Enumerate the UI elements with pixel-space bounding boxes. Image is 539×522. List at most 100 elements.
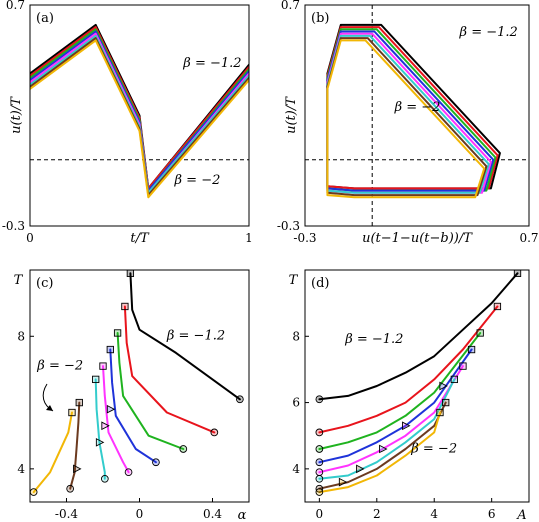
beta-annotation: β = −1.2 [182, 56, 241, 71]
marker-circle [179, 445, 188, 453]
x-axis-label: A [516, 508, 526, 522]
series-line-3 [116, 332, 185, 450]
series-line-8 [326, 39, 486, 199]
marker-square [493, 302, 502, 311]
beta-annotation: β = −1.2 [166, 329, 225, 344]
series-line-2 [318, 305, 499, 434]
panel-label: (b) [311, 11, 329, 26]
x-tick-label: 0 [26, 231, 34, 245]
panel-d: 0 2 4 6 4 6 8 (d) A Tβ = −1.2 β = −2 [289, 269, 530, 522]
marker-triangle [106, 404, 116, 414]
y-tick-label: 8 [17, 329, 25, 343]
series-line-4 [326, 30, 495, 192]
marker-square [436, 408, 444, 417]
y-axis-label: u(t)/T [9, 96, 24, 134]
panel-label: (d) [311, 276, 329, 291]
marker-circle [124, 468, 133, 477]
x-tick-label: 6 [488, 507, 496, 521]
panel-b: -0.3 0.7 0.7 -0.3 (b) u(t−1−u(t−b))/T u(t)/T β … [277, 0, 539, 246]
marker-triangle [73, 464, 82, 474]
y-tick-label: 6 [292, 396, 300, 410]
series-line-8 [318, 411, 441, 494]
marker-square [75, 398, 83, 407]
x-tick-label: -0.3 [293, 231, 316, 245]
series-line-8 [32, 411, 73, 494]
marker-triangle [379, 444, 388, 454]
panel-a: 0 1 0.7 -0.3 (a) t/T u(t)/T β = −1.2 β = −2 [2, 0, 253, 246]
series-line-6 [326, 34, 490, 194]
series-line-6 [318, 378, 456, 480]
series-group [318, 272, 519, 494]
panel-c: -0.4 0 0.4 4 8 (c) α Tβ = −1.2 β = −2 [14, 269, 250, 522]
marker-circle [236, 395, 244, 404]
x-tick-label: 4 [430, 507, 438, 521]
marker-circle [315, 474, 324, 483]
marker-triangle [439, 381, 448, 391]
y-tick-label: -0.3 [2, 219, 25, 233]
series-line-3 [318, 332, 482, 450]
series-line-5 [102, 365, 130, 474]
marker-circle [315, 458, 324, 467]
marker-triangle [402, 421, 411, 431]
marker-square [68, 408, 76, 417]
axes-frame [29, 269, 250, 503]
marker-square [442, 398, 450, 407]
series-line-8 [30, 39, 249, 199]
x-tick-label: 0.4 [203, 507, 222, 521]
marker-triangle [95, 438, 105, 447]
y-axis-label: T [289, 273, 299, 288]
series-line-4 [318, 348, 473, 464]
series-line-5 [318, 365, 464, 474]
series-line-7 [69, 401, 81, 490]
beta-annotation: β = −1.2 [459, 25, 518, 40]
beta-annotation: β = −2 [394, 100, 441, 115]
marker-square [126, 269, 135, 277]
y-axis-label: u(t)/T [284, 96, 299, 134]
x-tick-label: 0 [136, 507, 144, 521]
series-line-2 [326, 26, 499, 190]
x-axis-label: t/T [130, 231, 150, 246]
marker-square [106, 345, 114, 354]
x-axis-label: α [238, 508, 247, 522]
y-tick-label: 4 [292, 462, 300, 476]
marker-circle [100, 474, 109, 483]
beta-annotation: β = −2 [410, 441, 457, 456]
marker-square [459, 362, 467, 370]
marker-square [450, 375, 458, 384]
beta-annotation: β = −2 [174, 173, 221, 188]
marker-circle [315, 488, 324, 496]
y-tick-label: 8 [292, 329, 300, 343]
marker-triangle [338, 477, 348, 487]
y-axis-label: T [14, 273, 24, 288]
x-tick-label: 1 [245, 231, 253, 245]
series-group [326, 23, 501, 199]
beta-annotation: β = −1.2 [344, 332, 403, 347]
marker-circle [315, 428, 324, 437]
marker-square [476, 329, 484, 337]
x-tick-label: 0 [316, 507, 324, 521]
axes-frame [29, 4, 250, 227]
marker-square [92, 375, 100, 384]
x-tick-label: 2 [373, 507, 381, 521]
series-line-7 [326, 37, 488, 197]
marker-square [513, 269, 522, 277]
marker-triangle [101, 421, 110, 431]
marker-square [99, 362, 107, 370]
x-tick-label: 0.7 [519, 231, 538, 245]
y-tick-label: 4 [17, 462, 25, 476]
series-group [30, 23, 249, 199]
series-line-6 [94, 378, 106, 480]
annotation-arrowhead [46, 405, 53, 411]
marker-circle [315, 395, 324, 404]
y-tick-label: -0.3 [277, 219, 300, 233]
beta-annotation: β = −2 [36, 358, 83, 373]
series-line-1 [318, 272, 519, 401]
marker-square [113, 329, 122, 337]
series-line-2 [123, 305, 216, 434]
axes-frame [304, 4, 530, 227]
axes-frame [304, 269, 530, 503]
marker-circle [29, 488, 38, 496]
marker-circle [315, 468, 324, 477]
y-tick-label: 0.7 [6, 0, 25, 12]
